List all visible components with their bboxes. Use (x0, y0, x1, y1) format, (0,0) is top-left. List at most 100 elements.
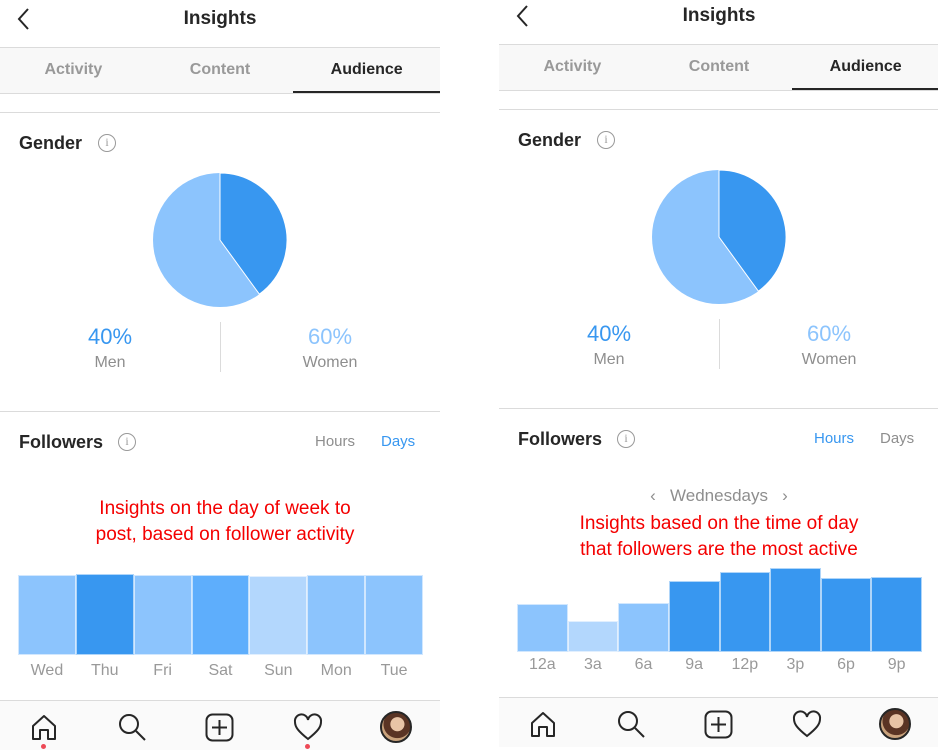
insights-screen-days: Insights Activity Content Audience Gender … (0, 0, 441, 750)
annotation: Insights on the day of week to post, bas… (5, 496, 445, 548)
x-tick-label: Mon (320, 662, 352, 679)
tab-audience[interactable]: Audience (792, 45, 938, 90)
gender-heading: Gender (19, 133, 83, 153)
men-label: Men (94, 354, 126, 371)
annotation-line: post, based on follower activity (95, 524, 355, 545)
bar-Sat[interactable] (191, 574, 250, 655)
bar-Tue[interactable] (365, 574, 423, 655)
followers-heading: Followers (518, 429, 603, 449)
x-tick-label: 12p (731, 656, 759, 673)
insights-screen-hours: Insights Activity Content Audience Gender … (499, 0, 938, 747)
x-tick-label: Fri (153, 662, 172, 679)
bar-6a[interactable] (618, 603, 669, 652)
days-toggle[interactable]: Days (381, 433, 416, 450)
info-icon[interactable]: i (617, 430, 635, 448)
x-tick-label: Sun (264, 662, 293, 679)
divider (0, 112, 440, 113)
days-toggle[interactable]: Days (880, 430, 915, 447)
notification-dot (305, 744, 310, 749)
bar-Mon[interactable] (307, 574, 366, 655)
insights-tabs: Activity Content Audience (0, 47, 441, 94)
annotation-line: Insights based on the time of day (579, 513, 859, 534)
tab-activity[interactable]: Activity (543, 58, 602, 75)
bottom-nav (0, 700, 440, 750)
pie-slice-men (718, 169, 787, 292)
profile-avatar[interactable] (380, 711, 412, 743)
page-title: Insights (183, 8, 257, 29)
annotation: Insights based on the time of day that f… (499, 511, 938, 563)
x-tick-label: 6a (634, 656, 653, 673)
profile-avatar[interactable] (879, 708, 911, 740)
divider (499, 408, 938, 409)
divider (719, 319, 720, 369)
page-title: Insights (682, 5, 756, 26)
gender-pie-chart (153, 172, 288, 307)
day-selector[interactable]: ‹ Wednesdays › (499, 486, 938, 506)
women-label: Women (801, 351, 857, 368)
x-tick-label: 3p (786, 656, 805, 673)
hours-toggle[interactable]: Hours (315, 433, 356, 450)
add-icon[interactable] (205, 713, 234, 742)
men-percentage: 40% (87, 324, 133, 349)
info-icon[interactable]: i (98, 134, 116, 152)
x-tick-label: Wed (30, 662, 64, 679)
info-icon[interactable]: i (118, 433, 136, 451)
x-tick-label: 3a (584, 656, 602, 673)
chevron-right-icon[interactable]: › (782, 486, 788, 505)
insights-tabs: Activity Content Audience (499, 44, 938, 91)
bottom-nav (499, 697, 938, 747)
followers-bar-chart (517, 568, 922, 652)
heart-icon[interactable] (293, 713, 323, 741)
search-icon[interactable] (616, 709, 646, 739)
back-chevron-icon[interactable] (513, 3, 533, 29)
bar-Thu[interactable] (75, 574, 134, 655)
x-tick-label: 6p (837, 656, 855, 673)
divider (0, 411, 440, 412)
x-tick-label: 12a (528, 656, 556, 673)
annotation-line: that followers are the most active (580, 539, 858, 560)
bar-9p[interactable] (871, 577, 922, 652)
bar-6p[interactable] (820, 578, 872, 652)
pie-slice-men (219, 172, 288, 295)
gender-heading: Gender (518, 130, 582, 150)
hours-toggle[interactable]: Hours (814, 430, 855, 447)
tab-activity[interactable]: Activity (44, 61, 103, 78)
home-icon[interactable] (30, 713, 58, 741)
x-tick-label: Tue (380, 662, 408, 679)
x-tick-label: Sat (208, 662, 233, 679)
bar-12a[interactable] (517, 604, 568, 652)
women-percentage: 60% (307, 324, 353, 349)
tab-content[interactable]: Content (189, 61, 251, 78)
x-tick-label: 9p (887, 656, 906, 673)
bar-9a[interactable] (668, 580, 720, 652)
bar-3p[interactable] (770, 568, 821, 652)
search-icon[interactable] (117, 712, 147, 742)
info-icon[interactable]: i (597, 131, 615, 149)
notification-dot (41, 744, 46, 749)
bar-12p[interactable] (719, 572, 771, 652)
annotation-line: Insights on the day of week to (99, 498, 351, 519)
tab-audience[interactable]: Audience (293, 48, 441, 93)
bar-Fri[interactable] (133, 574, 192, 655)
x-tick-label: Thu (90, 662, 119, 679)
divider (220, 322, 221, 372)
bar-Sun[interactable] (249, 575, 308, 655)
x-tick-label: 9a (685, 656, 704, 673)
women-label: Women (302, 354, 358, 371)
men-percentage: 40% (586, 321, 632, 346)
chevron-left-icon[interactable]: ‹ (650, 486, 656, 505)
home-icon[interactable] (529, 710, 557, 738)
bar-3a[interactable] (567, 620, 619, 652)
day-selector-label: Wednesdays (670, 486, 768, 505)
tab-content[interactable]: Content (688, 58, 750, 75)
back-chevron-icon[interactable] (14, 6, 34, 32)
divider (499, 109, 938, 110)
heart-icon[interactable] (792, 710, 822, 738)
followers-heading: Followers (19, 432, 104, 452)
men-label: Men (593, 351, 625, 368)
gender-pie-chart (652, 169, 787, 304)
followers-bar-chart (18, 574, 423, 655)
bar-Wed[interactable] (18, 574, 76, 655)
women-percentage: 60% (806, 321, 852, 346)
add-icon[interactable] (704, 710, 733, 739)
